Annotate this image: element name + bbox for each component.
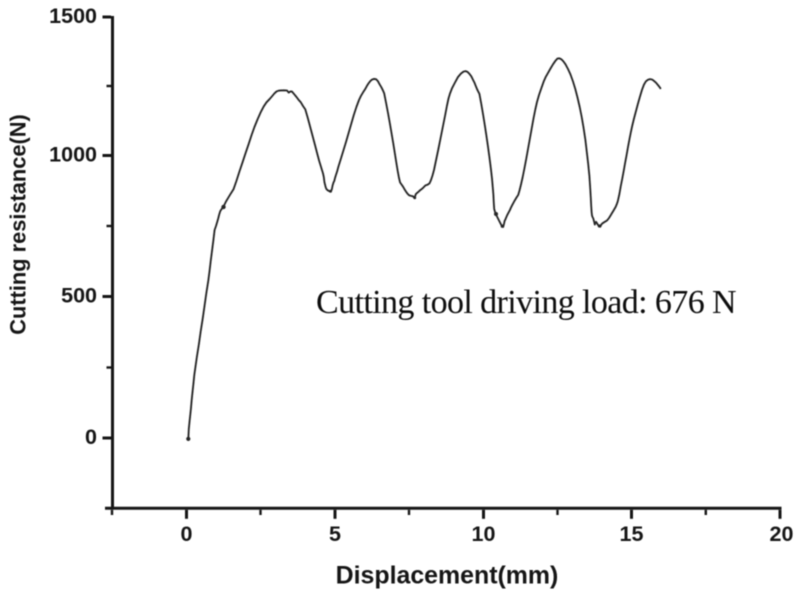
svg-text:5: 5 [329,522,341,546]
svg-text:0: 0 [181,522,193,546]
svg-text:Displacement(mm): Displacement(mm) [336,562,559,590]
svg-text:10: 10 [472,522,496,546]
svg-text:1500: 1500 [49,4,97,28]
svg-text:500: 500 [61,284,97,308]
svg-text:1000: 1000 [49,143,97,167]
svg-text:0: 0 [85,425,97,449]
svg-text:20: 20 [770,522,794,546]
svg-text:Cutting resistance(N): Cutting resistance(N) [6,114,31,334]
svg-text:15: 15 [620,522,644,546]
svg-text:Cutting tool driving load: 676: Cutting tool driving load: 676 N [316,284,736,321]
